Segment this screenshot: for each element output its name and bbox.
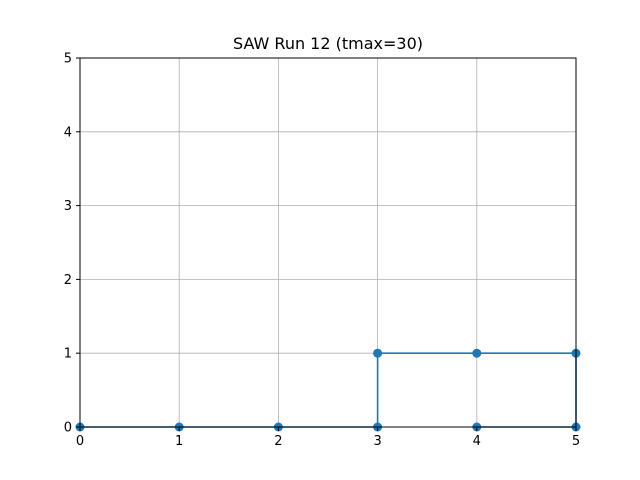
walk-point bbox=[373, 348, 383, 358]
y-tick-label: 0 bbox=[64, 421, 72, 436]
y-tick-label: 3 bbox=[64, 199, 72, 214]
x-tick-label: 5 bbox=[572, 434, 580, 449]
y-tick-label: 4 bbox=[64, 125, 72, 140]
y-tick-label: 2 bbox=[64, 273, 72, 288]
axes-frame bbox=[79, 57, 577, 428]
x-tick-label: 0 bbox=[76, 434, 84, 449]
x-tick-label: 1 bbox=[175, 434, 183, 449]
x-tick-label: 4 bbox=[473, 434, 481, 449]
walk-point bbox=[472, 348, 482, 358]
x-tick-label: 2 bbox=[274, 434, 282, 449]
chart-title: SAW Run 12 (tmax=30) bbox=[233, 34, 423, 53]
x-tick-label: 3 bbox=[373, 434, 381, 449]
ticks: 0 1 2 3 4 5 0 1 2 3 4 5 bbox=[64, 52, 580, 450]
y-tick-label: 1 bbox=[64, 347, 72, 362]
y-tick-label: 5 bbox=[64, 52, 72, 67]
